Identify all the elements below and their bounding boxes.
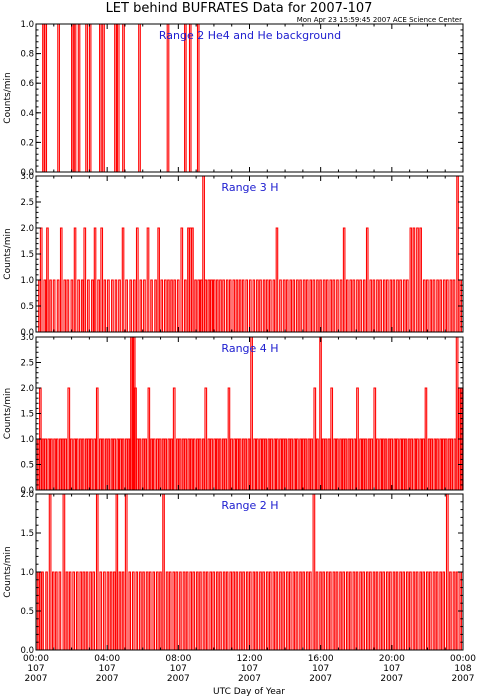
y-tick-label: 1.0 [20, 20, 34, 30]
y-axis-title: Counts/min [3, 546, 13, 597]
y-tick-label: 1.5 [20, 410, 34, 420]
panel-title: Range 2 He4 and He background [159, 29, 341, 42]
y-tick-label: 0.0 [20, 328, 34, 338]
series-line [36, 23, 463, 173]
panel-title: Range 3 H [221, 181, 278, 194]
x-tick-doy: 107 [99, 664, 116, 674]
x-tick-doy: 107 [383, 664, 400, 674]
x-tick-time: 08:00 [165, 654, 191, 664]
x-tick-time: 00:00 [23, 654, 49, 664]
x-tick-year: 2007 [167, 674, 190, 684]
y-tick-label: 0.2 [20, 138, 34, 148]
panel-title: Range 2 H [221, 499, 278, 512]
y-tick-label: 2.0 [20, 384, 34, 394]
y-tick-label: 3.0 [20, 172, 34, 182]
y-tick-label: 0.5 [20, 607, 34, 617]
timestamp: Mon Apr 23 15:59:45 2007 ACE Science Cen… [297, 16, 462, 24]
y-tick-label: 1.0 [20, 568, 34, 578]
y-axis-title: Counts/min [3, 228, 13, 279]
y-tick-label: 3.0 [20, 333, 34, 343]
x-tick-time: 00:00 [450, 654, 476, 664]
y-tick-label: 1.5 [20, 529, 34, 539]
x-tick-year: 2007 [452, 674, 475, 684]
panel-title: Range 4 H [221, 342, 278, 355]
x-tick-time: 20:00 [379, 654, 405, 664]
x-tick-time: 12:00 [237, 654, 263, 664]
panel-2: 0.0 0.5 1.0 1.5 2.0 2.5 3.0 Counts/min Range 3 H [3, 172, 464, 338]
x-axis: 00:00107200704:00107200708:00107200712:0… [23, 654, 476, 684]
panel-1: 0.0 0.2 0.4 0.6 0.8 1.0 Counts/min Range 2 He4 … [3, 20, 464, 178]
y-tick-label: 1.5 [20, 250, 34, 260]
x-tick-doy: 107 [170, 664, 187, 674]
panel-4: 0.0 0.5 1.0 1.5 2.0 Counts/min Range 2 H [3, 490, 464, 656]
x-tick-doy: 107 [241, 664, 258, 674]
y-tick-label: 0.4 [20, 109, 34, 119]
y-tick-label: 2.5 [20, 198, 34, 208]
y-tick-label: 0.8 [20, 50, 34, 60]
x-tick-doy: 108 [454, 664, 471, 674]
series-line [36, 336, 464, 491]
x-tick-time: 04:00 [94, 654, 120, 664]
x-tick-time: 16:00 [308, 654, 334, 664]
y-tick-label: 0.0 [20, 168, 34, 178]
panels-group: 0.0 0.2 0.4 0.6 0.8 1.0 Counts/min Range 2 He4 … [3, 20, 464, 656]
page-title: LET behind BUFRATES Data for 2007-107 [106, 1, 373, 16]
y-tick-label: 2.0 [20, 490, 34, 500]
y-tick-label: 0.6 [20, 79, 34, 89]
x-tick-doy: 107 [27, 664, 44, 674]
x-tick-doy: 107 [312, 664, 329, 674]
x-tick-year: 2007 [96, 674, 119, 684]
x-tick-year: 2007 [238, 674, 261, 684]
series-line [36, 175, 463, 333]
y-tick-label: 1.0 [20, 276, 34, 286]
y-tick-label: 0.0 [20, 646, 34, 656]
x-tick-year: 2007 [309, 674, 332, 684]
y-axis-title: Counts/min [3, 72, 13, 123]
y-tick-label: 0.5 [20, 302, 34, 312]
y-tick-label: 2.0 [20, 224, 34, 234]
y-tick-label: 0.5 [20, 461, 34, 471]
x-tick-year: 2007 [25, 674, 48, 684]
y-tick-label: 2.5 [20, 359, 34, 369]
panel-3: 0.0 0.5 1.0 1.5 2.0 2.5 3.0 Counts/min Range 4 H [3, 333, 464, 496]
y-axis-title: Counts/min [3, 388, 13, 439]
y-tick-label: 0.0 [20, 486, 34, 496]
x-tick-year: 2007 [380, 674, 403, 684]
x-axis-label: UTC Day of Year [213, 687, 285, 697]
y-tick-label: 1.0 [20, 435, 34, 445]
